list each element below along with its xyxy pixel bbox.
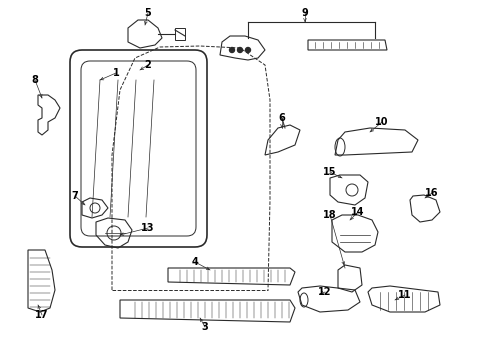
Text: 3: 3 — [201, 322, 208, 332]
Text: 6: 6 — [279, 113, 285, 123]
Circle shape — [229, 48, 235, 53]
Text: 9: 9 — [302, 8, 308, 18]
FancyBboxPatch shape — [70, 50, 207, 247]
Circle shape — [245, 48, 250, 53]
Circle shape — [238, 48, 243, 53]
Text: 16: 16 — [425, 188, 439, 198]
Text: 2: 2 — [145, 60, 151, 70]
Text: 10: 10 — [375, 117, 389, 127]
Text: 14: 14 — [351, 207, 365, 217]
Text: 11: 11 — [398, 290, 412, 300]
Text: 8: 8 — [31, 75, 38, 85]
Text: 7: 7 — [72, 191, 78, 201]
Text: 15: 15 — [323, 167, 337, 177]
Text: 1: 1 — [113, 68, 120, 78]
Text: 5: 5 — [145, 8, 151, 18]
Text: 12: 12 — [318, 287, 332, 297]
Text: 18: 18 — [323, 210, 337, 220]
Text: 13: 13 — [141, 223, 155, 233]
Text: 17: 17 — [35, 310, 49, 320]
Text: 4: 4 — [192, 257, 198, 267]
